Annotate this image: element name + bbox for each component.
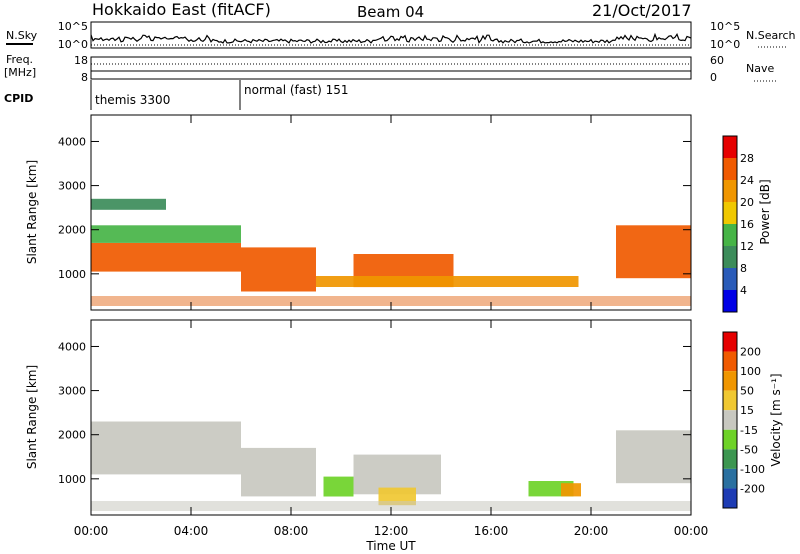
noise-right-tick-bottom: 10^0 <box>710 38 740 51</box>
colorbar-swatch <box>723 180 737 202</box>
y-tick-label: 4000 <box>58 340 86 353</box>
velocity-y-axis: 1000 2000 3000 4000 <box>58 340 691 486</box>
power-y-axis: 1000 2000 3000 4000 <box>58 135 691 281</box>
y-tick-label: 1000 <box>58 473 86 486</box>
scatter-region-2 <box>91 225 241 243</box>
y-tick-label: 4000 <box>58 135 86 148</box>
y-tick-label: 3000 <box>58 180 86 193</box>
x-tick-label: 16:00 <box>474 524 509 538</box>
noise-left-tick-bottom: 10^0 <box>58 38 88 51</box>
power-colorbar: 4 8 12 16 20 24 28 <box>722 135 754 313</box>
noise-right-label: N.Search <box>746 29 796 42</box>
noise-trace <box>90 32 692 46</box>
colorbar-tick-label: 200 <box>740 346 761 359</box>
power-y-axis-label: Slant Range [km] <box>25 160 39 264</box>
ground-scatter-band <box>91 296 691 306</box>
scatter-region-3 <box>323 476 354 497</box>
scatter-region-4 <box>241 247 316 292</box>
beam-label: Beam 04 <box>357 3 424 21</box>
noise-panel-frame <box>90 21 692 49</box>
freq-left-tick-bottom: 8 <box>81 71 88 84</box>
colorbar-swatch <box>723 136 737 158</box>
colorbar-tick-label: 50 <box>740 385 754 398</box>
nave-right-tick-top: 60 <box>710 54 724 67</box>
colorbar-swatch <box>723 371 737 391</box>
colorbar-tick-label: 20 <box>740 196 754 209</box>
nave-right-label: Nave <box>746 62 774 75</box>
colorbar-tick-label: 15 <box>740 404 754 417</box>
x-tick-label: 00:00 <box>674 524 709 538</box>
station-title: Hokkaido East (fitACF) <box>92 0 271 19</box>
colorbar-tick-label: -50 <box>740 443 758 456</box>
cpid-segment-1: themis 3300 <box>95 93 170 107</box>
velocity-colorbar-label: Velocity [m s⁻¹] <box>769 373 783 466</box>
time-axis-label: Time UT <box>365 539 416 553</box>
nave-right-tick-bottom: 0 <box>710 71 717 84</box>
x-tick-label: 08:00 <box>274 524 309 538</box>
noise-left-label: N.Sky <box>6 29 38 42</box>
y-tick-label: 2000 <box>58 429 86 442</box>
scatter-region-2 <box>241 447 316 497</box>
velocity-heatmap <box>91 421 691 511</box>
colorbar-swatch <box>723 268 737 290</box>
colorbar-swatch <box>723 332 737 352</box>
colorbar-tick-label: -100 <box>740 463 765 476</box>
y-tick-label: 1000 <box>58 268 86 281</box>
scatter-region-1 <box>91 242 241 272</box>
colorbar-tick-label: 12 <box>740 240 754 253</box>
colorbar-swatch <box>723 488 737 508</box>
colorbar-tick-label: -200 <box>740 482 765 495</box>
colorbar-swatch <box>723 390 737 411</box>
colorbar-tick-label: 16 <box>740 218 754 231</box>
colorbar-swatch <box>723 429 737 450</box>
colorbar-tick-label: -15 <box>740 424 758 437</box>
freq-left-tick-top: 18 <box>74 54 88 67</box>
colorbar-tick-label: 100 <box>740 365 761 378</box>
cpid-segment-2: normal (fast) 151 <box>244 83 348 97</box>
power-heatmap <box>91 198 691 306</box>
colorbar-swatch <box>723 468 737 489</box>
time-axis: 00:00 04:00 08:00 12:00 16:00 20:00 00:00 <box>74 115 709 538</box>
noise-left-tick-top: 10^5 <box>58 20 88 33</box>
colorbar-tick-label: 4 <box>740 284 747 297</box>
date-label: 21/Oct/2017 <box>592 1 692 20</box>
colorbar-swatch <box>723 158 737 180</box>
colorbar-swatch <box>723 202 737 224</box>
cpid-label: CPID <box>4 92 33 105</box>
colorbar-swatch <box>723 246 737 268</box>
scatter-region-7 <box>616 225 691 279</box>
scatter-region-8 <box>616 430 691 484</box>
scatter-region-1 <box>91 421 241 475</box>
freq-panel-frame <box>90 56 692 80</box>
x-tick-label: 04:00 <box>174 524 209 538</box>
scatter-region-6 <box>316 276 579 287</box>
velocity-colorbar: 200 100 50 15 -15 -50 -100 -200 <box>722 331 765 509</box>
scatter-region-7 <box>561 483 581 497</box>
freq-left-label-bottom: [MHz] <box>4 66 36 79</box>
colorbar-swatch <box>723 449 737 469</box>
y-tick-label: 2000 <box>58 224 86 237</box>
y-tick-label: 3000 <box>58 385 86 398</box>
colorbar-tick-label: 24 <box>740 174 754 187</box>
x-tick-label: 00:00 <box>74 524 109 538</box>
x-tick-label: 20:00 <box>574 524 609 538</box>
ground-scatter-band <box>91 501 691 511</box>
velocity-y-axis-label: Slant Range [km] <box>25 365 39 469</box>
freq-left-label-top: Freq. <box>6 53 33 66</box>
noise-right-tick-top: 10^5 <box>710 20 740 33</box>
colorbar-tick-label: 28 <box>740 152 754 165</box>
colorbar-frame <box>722 135 738 313</box>
power-colorbar-label: Power [dB] <box>758 179 772 244</box>
scatter-region-5 <box>378 487 416 506</box>
x-tick-label: 12:00 <box>374 524 409 538</box>
colorbar-swatch <box>723 351 737 372</box>
colorbar-swatch <box>723 224 737 246</box>
scatter-region-3 <box>91 198 166 210</box>
colorbar-tick-label: 8 <box>740 262 747 275</box>
colorbar-swatch <box>723 290 737 312</box>
noise-trace-path <box>90 32 692 44</box>
colorbar-swatch <box>723 410 737 430</box>
colorbar-frame <box>722 331 738 509</box>
